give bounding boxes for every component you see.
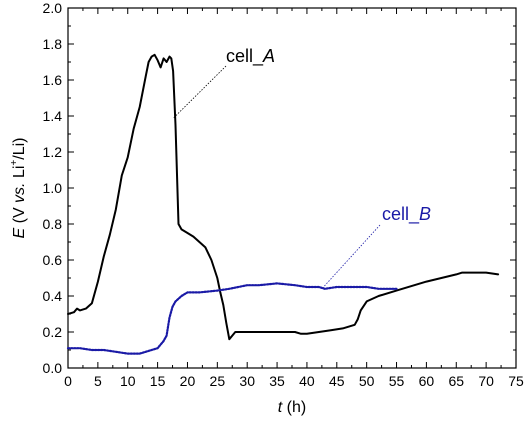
y-tick-label: 1.8 [43, 36, 63, 52]
y-tick-label: 1.6 [43, 72, 63, 88]
y-axis-title-end: /Li) [11, 138, 28, 160]
x-tick-label: 30 [239, 373, 255, 389]
cell-b-label-letter: B [419, 204, 431, 224]
cell-b-leader-line [321, 224, 381, 290]
x-tick-label: 10 [120, 373, 136, 389]
plot-frame [67, 7, 517, 369]
y-axis-title-var: E [11, 228, 28, 239]
x-axis-ticks: 0 5 10 15 20 25 30 35 40 45 50 55 60 65 70 75 [64, 8, 524, 389]
y-tick-label: 2.0 [43, 0, 63, 16]
y-tick-label: 0.8 [43, 216, 63, 232]
x-tick-label: 35 [269, 373, 285, 389]
plot-area [66, 7, 517, 369]
cell-a-leader-line [173, 65, 227, 119]
x-tick-label: 45 [329, 373, 345, 389]
y-axis-ticks: 0.0 0.2 0.4 0.6 0.8 1.0 1.2 1.4 1.6 1.8 2.0 [43, 0, 516, 376]
x-tick-label: 50 [359, 373, 375, 389]
cell-a-label-main: cell_ [226, 46, 264, 67]
x-tick-label: 65 [448, 373, 464, 389]
annotations-layer: cell_A cell_B [173, 46, 431, 290]
y-tick-label: 1.4 [43, 108, 63, 124]
y-tick-label: 0.0 [43, 360, 63, 376]
x-axis-title-var: t [278, 399, 283, 416]
y-axis-title-v: (V [11, 203, 28, 228]
y-tick-label: 0.6 [43, 252, 63, 268]
x-axis-title: t (h) [278, 399, 306, 416]
x-tick-label: 15 [150, 373, 166, 389]
x-tick-label: 75 [508, 373, 524, 389]
y-axis-title-sup: + [9, 160, 20, 166]
y-axis-title-li: Li [11, 166, 28, 183]
y-tick-label: 0.4 [43, 288, 63, 304]
y-axis-title: E (V vs. Li+/Li) [9, 138, 28, 239]
x-axis-title-unit: (h) [282, 399, 306, 416]
x-tick-label: 25 [210, 373, 226, 389]
cell-b-label: cell_B [382, 204, 431, 225]
x-tick-label: 70 [478, 373, 494, 389]
series-line-cell-a [67, 53, 500, 341]
x-tick-label: 5 [94, 373, 102, 389]
x-tick-label: 55 [389, 373, 405, 389]
x-tick-label: 20 [180, 373, 196, 389]
y-tick-label: 0.2 [43, 324, 63, 340]
y-tick-label: 1.0 [43, 180, 63, 196]
series-line-cell-b [66, 282, 398, 355]
cell-b-label-main: cell_ [382, 204, 420, 225]
y-axis-title-vs: vs. [11, 182, 28, 202]
series-layer [66, 53, 500, 355]
x-tick-label: 0 [64, 373, 72, 389]
x-tick-label: 40 [299, 373, 315, 389]
x-tick-label: 60 [419, 373, 435, 389]
y-tick-label: 1.2 [43, 144, 63, 160]
cell-a-label: cell_A [226, 46, 275, 67]
cell-a-label-letter: A [262, 46, 275, 66]
